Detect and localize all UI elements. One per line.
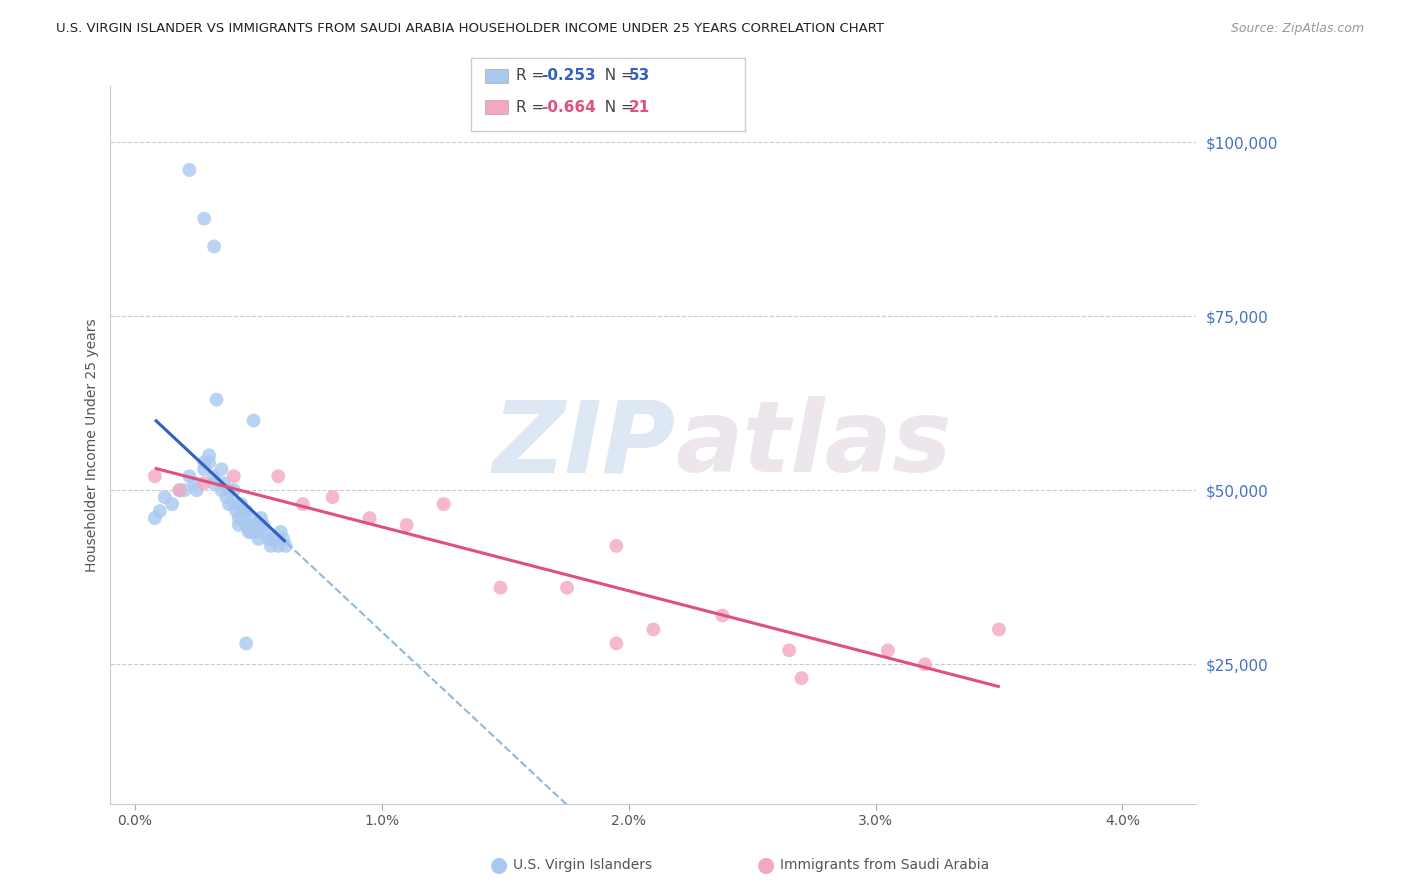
Point [257,532,280,546]
Point [489,581,512,595]
Point [254,524,277,539]
Point [179,162,201,177]
Point [605,636,627,650]
Point [643,623,665,637]
Point [215,490,238,504]
Text: -0.253: -0.253 [541,69,596,83]
Text: -0.664: -0.664 [541,100,596,114]
Point [228,511,250,525]
Point [143,511,166,525]
Point [149,504,172,518]
Point [235,518,257,533]
Point [267,539,290,553]
Text: 53: 53 [628,69,650,83]
Text: ZIP: ZIP [492,396,675,493]
Text: ●: ● [758,855,775,875]
Point [211,483,233,498]
Point [225,504,247,518]
Text: R =: R = [516,69,550,83]
Point [238,524,260,539]
Point [359,511,381,525]
Point [242,413,264,427]
Point [778,643,800,657]
Point [222,469,245,483]
Text: U.S. Virgin Islanders: U.S. Virgin Islanders [513,858,652,872]
Text: N =: N = [595,100,638,114]
Text: R =: R = [516,100,550,114]
Point [186,483,208,498]
Text: Immigrants from Saudi Arabia: Immigrants from Saudi Arabia [780,858,990,872]
Point [262,532,284,546]
Text: ●: ● [491,855,508,875]
Point [169,483,191,498]
Text: Source: ZipAtlas.com: Source: ZipAtlas.com [1230,22,1364,36]
Text: 21: 21 [628,100,650,114]
Point [218,497,240,511]
Point [247,532,270,546]
Point [711,608,734,623]
Point [211,462,233,476]
Point [160,497,183,511]
Point [267,469,290,483]
Y-axis label: Householder Income Under 25 years: Householder Income Under 25 years [86,318,100,572]
Point [193,476,215,491]
Point [202,239,225,253]
Point [247,518,270,533]
Point [228,518,250,533]
Point [202,476,225,491]
Point [252,518,274,533]
Point [988,623,1011,637]
Point [322,490,344,504]
Point [202,469,225,483]
Point [271,532,294,546]
Point [250,511,273,525]
Point [218,483,240,498]
Point [555,581,578,595]
Point [235,504,257,518]
Point [232,504,254,518]
Point [270,524,292,539]
Point [222,497,245,511]
Point [245,524,267,539]
Point [179,469,201,483]
Point [790,671,813,685]
Point [173,483,195,498]
Point [193,455,215,469]
Text: U.S. VIRGIN ISLANDER VS IMMIGRANTS FROM SAUDI ARABIA HOUSEHOLDER INCOME UNDER 25: U.S. VIRGIN ISLANDER VS IMMIGRANTS FROM … [56,22,884,36]
Point [183,476,205,491]
Point [205,392,228,407]
Point [274,539,297,553]
Point [605,539,627,553]
Point [260,539,283,553]
Point [198,455,221,469]
Point [143,469,166,483]
Point [242,518,264,533]
Text: atlas: atlas [675,396,952,493]
Point [153,490,176,504]
Point [193,211,215,226]
Point [433,497,456,511]
Point [235,636,257,650]
Point [198,449,221,463]
Point [877,643,900,657]
Point [914,657,936,672]
Point [193,462,215,476]
Point [240,511,263,525]
Text: N =: N = [595,69,638,83]
Point [212,476,235,491]
Point [222,483,245,498]
Point [291,497,314,511]
Point [231,497,253,511]
Point [169,483,191,498]
Point [240,524,263,539]
Point [395,518,418,533]
